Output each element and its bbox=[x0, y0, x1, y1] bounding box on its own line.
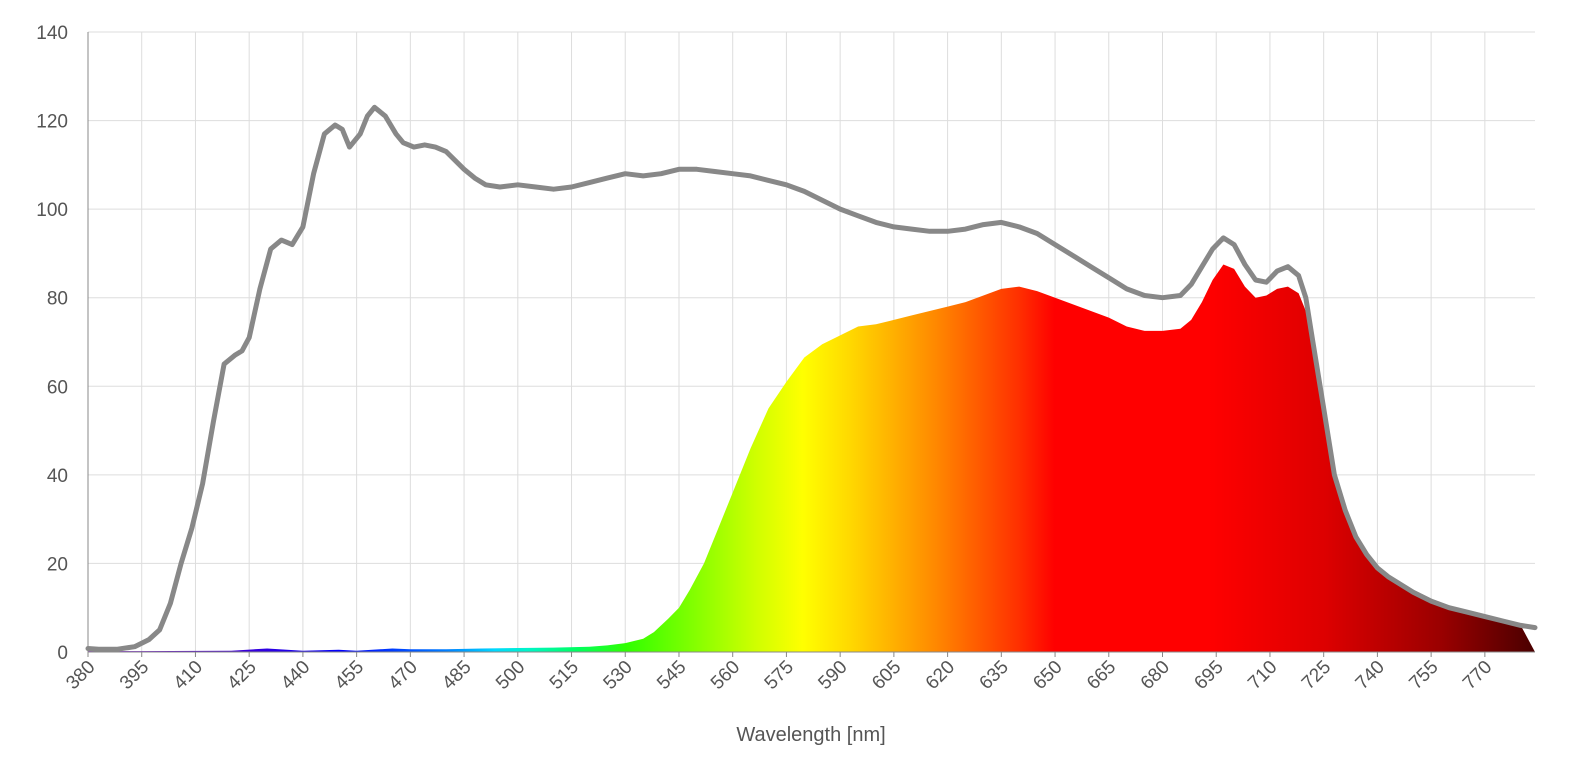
y-tick-label: 20 bbox=[47, 554, 68, 575]
x-tick-label: 740 bbox=[1352, 657, 1389, 694]
x-tick-label: 710 bbox=[1244, 657, 1281, 694]
x-tick-label: 410 bbox=[170, 657, 207, 694]
x-tick-label: 485 bbox=[438, 657, 475, 694]
x-tick-label: 680 bbox=[1137, 657, 1174, 694]
x-tick-label: 665 bbox=[1083, 657, 1120, 694]
spectrum-area bbox=[88, 264, 1535, 652]
y-tick-label: 80 bbox=[47, 289, 68, 310]
y-tick-label: 40 bbox=[47, 466, 68, 487]
x-tick-label: 470 bbox=[385, 657, 422, 694]
x-tick-label: 755 bbox=[1405, 657, 1442, 694]
x-tick-label: 545 bbox=[653, 657, 690, 694]
x-tick-label: 440 bbox=[277, 657, 314, 694]
y-tick-label: 0 bbox=[57, 643, 68, 664]
x-tick-label: 500 bbox=[492, 657, 529, 694]
y-axis-ticks: 0 20 40 60 80 100 120 140 bbox=[36, 23, 68, 664]
y-tick-label: 100 bbox=[36, 200, 68, 221]
x-tick-label: 620 bbox=[922, 657, 959, 694]
x-tick-label: 515 bbox=[546, 657, 583, 694]
x-axis-ticks: 380 395 410 425 440 455 470 485 500 515 530 545 560 5… bbox=[62, 652, 1496, 694]
x-axis-title: Wavelength [nm] bbox=[736, 724, 885, 746]
spectrum-area-series bbox=[88, 264, 1535, 652]
outline-line-series bbox=[85, 104, 1538, 652]
y-tick-label: 60 bbox=[47, 377, 68, 398]
x-tick-label: 455 bbox=[331, 657, 368, 694]
y-tick-label: 140 bbox=[36, 23, 68, 44]
x-tick-label: 575 bbox=[761, 657, 798, 694]
x-tick-label: 425 bbox=[223, 657, 260, 694]
x-tick-label: 725 bbox=[1298, 657, 1335, 694]
outline-line bbox=[85, 104, 1538, 652]
y-tick-label: 120 bbox=[36, 112, 68, 133]
x-tick-label: 530 bbox=[600, 657, 637, 694]
x-tick-label: 560 bbox=[707, 657, 744, 694]
x-tick-label: 590 bbox=[814, 657, 851, 694]
x-tick-label: 395 bbox=[116, 657, 153, 694]
x-tick-label: 695 bbox=[1190, 657, 1227, 694]
x-tick-label: 635 bbox=[976, 657, 1013, 694]
axes bbox=[87, 32, 1535, 653]
x-tick-label: 770 bbox=[1459, 657, 1496, 694]
x-tick-label: 650 bbox=[1029, 657, 1066, 694]
x-tick-label: 605 bbox=[868, 657, 905, 694]
